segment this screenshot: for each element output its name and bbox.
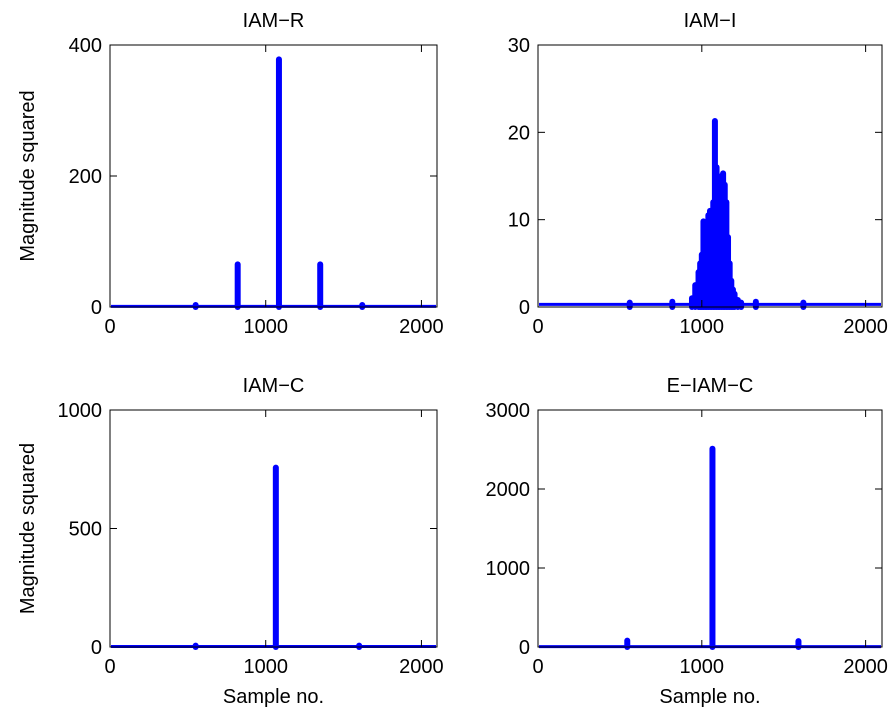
- axes-frame: [109, 44, 438, 308]
- x-tick-label: 0: [104, 316, 115, 338]
- y-tick-label: 0: [519, 637, 530, 659]
- y-tick-label: 3000: [486, 400, 531, 422]
- y-tick-label: 200: [69, 166, 102, 188]
- axis-ticks: 0 1000 2000 0 200 400: [69, 35, 444, 338]
- axes-frame: [109, 409, 438, 648]
- subplot-iam-c: IAM−C Magnitude squared Sample no. 0 1000…: [17, 375, 444, 708]
- y-tick-label: 1000: [58, 400, 103, 422]
- x-tick-label: 0: [532, 656, 543, 678]
- y-axis-label: Magnitude squared: [17, 90, 39, 261]
- subplot-title: E−IAM−C: [667, 375, 754, 397]
- x-tick-label: 1000: [680, 656, 725, 678]
- x-tick-label: 1000: [680, 316, 725, 338]
- y-axis-label: Magnitude squared: [17, 443, 39, 614]
- x-tick-label: 2000: [399, 656, 444, 678]
- y-tick-label: 1000: [486, 558, 531, 580]
- x-axis-label: Sample no.: [659, 686, 760, 708]
- x-tick-label: 0: [104, 656, 115, 678]
- y-tick-label: 30: [508, 35, 530, 57]
- subplot-title: IAM−C: [243, 375, 305, 397]
- data-marks: [539, 117, 881, 310]
- y-tick-label: 20: [508, 122, 530, 144]
- y-tick-label: 0: [91, 637, 102, 659]
- x-tick-label: 2000: [843, 316, 888, 338]
- y-tick-label: 500: [69, 519, 102, 541]
- x-tick-label: 2000: [399, 316, 444, 338]
- data-marks: [539, 445, 881, 650]
- axis-ticks: 0 1000 2000 0 1000 2000 3000: [486, 400, 888, 678]
- y-tick-label: 0: [519, 297, 530, 319]
- y-tick-label: 400: [69, 35, 102, 57]
- subplot-iam-r: IAM−R Magnitude squared 0 1000 2000 0 200 400: [17, 10, 444, 338]
- subplot-title: IAM−R: [243, 10, 305, 32]
- data-marks: [111, 464, 436, 650]
- subplot-iam-i: IAM−I 0 1000 2000 0 10 20 30: [508, 10, 888, 338]
- x-tick-label: 2000: [843, 656, 888, 678]
- subplot-e-iam-c: E−IAM−C Sample no. 0 1000 2000 0 1000 2000 300…: [486, 375, 888, 708]
- x-tick-label: 1000: [243, 316, 288, 338]
- axis-ticks: 0 1000 2000 0 10 20 30: [508, 35, 888, 338]
- x-tick-label: 0: [532, 316, 543, 338]
- subplot-title: IAM−I: [684, 10, 737, 32]
- axis-ticks: 0 1000 2000 0 500 1000: [58, 400, 444, 678]
- y-tick-label: 10: [508, 210, 530, 232]
- y-tick-label: 2000: [486, 479, 531, 501]
- x-tick-label: 1000: [243, 656, 288, 678]
- axes-frame: [537, 44, 883, 308]
- axes-frame: [537, 409, 883, 648]
- x-axis-label: Sample no.: [223, 686, 324, 708]
- y-tick-label: 0: [91, 297, 102, 319]
- data-marks: [111, 56, 436, 310]
